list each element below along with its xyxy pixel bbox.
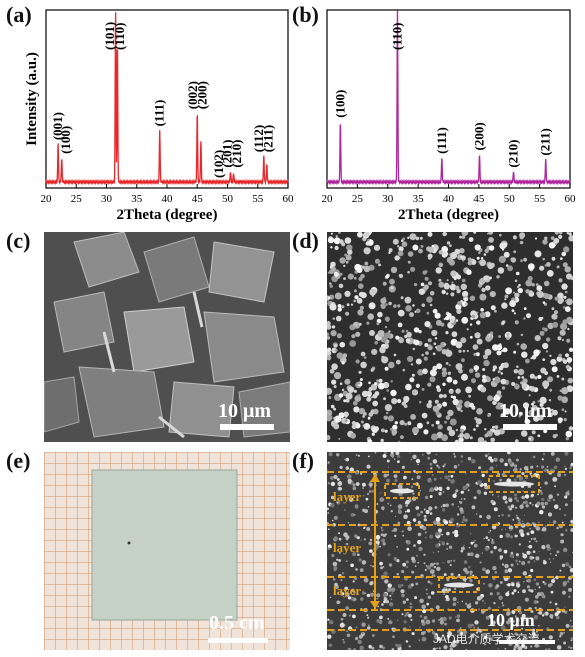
panel-label-e: (e) — [6, 448, 31, 473]
chart-a-tick-label: 25 — [71, 193, 83, 205]
platelet-highlight-box — [488, 475, 540, 493]
chart-a-tick-label: 60 — [283, 193, 295, 205]
chart-b-peak-annotation: (100) — [332, 90, 347, 118]
chart-b-tick-label: 35 — [413, 193, 425, 205]
chart-a-peak-annotation: (111) — [152, 100, 167, 127]
layer-label-1: layer — [333, 489, 362, 504]
xrd-chart-b: 20 25 30 35 40 45 50 55 60 2Theta (degree) (100) (1… — [322, 9, 577, 223]
chart-b-tick-label: 25 — [352, 193, 364, 205]
graph-paper-grid — [44, 452, 290, 650]
watermark-text: JAD电介质学术交流 — [433, 632, 540, 646]
particle-texture — [327, 232, 573, 442]
chart-b-tick-label: 30 — [382, 193, 394, 205]
chart-b-peak-annotation: (210) — [506, 140, 521, 168]
chart-a-peak-annotation: (110) — [112, 23, 127, 50]
chart-a-x-axis-label: 2Theta (degree) — [117, 207, 218, 223]
ceramic-sample — [91, 469, 238, 621]
chart-b-peak-annotation: (111) — [434, 127, 449, 154]
chart-a-tick-label: 40 — [162, 193, 174, 205]
chart-a-peak-annotation: (102) — [211, 150, 226, 178]
scale-label-f: 10 μm — [487, 610, 535, 630]
chart-a-peak-annotation: (112) — [251, 125, 266, 152]
chart-b-tick-label: 40 — [443, 193, 455, 205]
chart-a-tick-label: 20 — [41, 193, 53, 205]
chart-b-peak-annotation: (110) — [389, 23, 404, 50]
cross-section-texture — [327, 452, 573, 650]
panel-label-d: (d) — [292, 228, 319, 253]
panel-label-b: (b) — [292, 2, 319, 27]
xrd-panel-a: 20 25 30 35 40 45 50 55 60 2Theta (degree) Intensi… — [0, 0, 295, 230]
chart-b-xrd-line — [326, 10, 571, 186]
scale-label-d: 10 μm — [499, 400, 552, 422]
xrd-panel-b: 20 25 30 35 40 45 50 55 60 2Theta (degree) (100) (1… — [290, 0, 585, 230]
layer-label-3: layer — [333, 583, 362, 598]
sample-photo: 0.5 cm — [44, 452, 290, 650]
scale-bar-e — [208, 638, 268, 643]
chart-b-peak-annotation: (200) — [471, 122, 486, 150]
chart-a-peak-annotation: (201) — [220, 140, 235, 168]
platelet-texture — [44, 232, 290, 442]
chart-a-peak-annotation: (210) — [229, 140, 244, 168]
chart-b-tick-label: 45 — [473, 193, 485, 205]
chart-b-x-axis-label: 2Theta (degree) — [398, 207, 499, 223]
chart-b-tick-label: 60 — [565, 193, 577, 205]
chart-a-tick-label: 35 — [131, 193, 143, 205]
chart-a-tick-label: 55 — [252, 193, 264, 205]
chart-a-peak-annotation: (101) — [102, 22, 117, 50]
chart-a-peak-annotation: (100) — [58, 126, 73, 154]
scale-bar-c — [220, 424, 274, 430]
sem-image-platelets: 10 μm — [44, 232, 290, 442]
layer-label-2: layer — [333, 540, 362, 555]
chart-a-tick-label: 45 — [192, 193, 204, 205]
panel-label-f: (f) — [292, 448, 314, 473]
scale-bar-d — [503, 424, 557, 430]
scale-label-c: 10 μm — [218, 400, 271, 422]
platelet-highlight-box — [438, 577, 480, 593]
panel-label-a: (a) — [6, 2, 32, 27]
chart-b-frame — [326, 9, 571, 189]
chart-a-tick-label: 50 — [222, 193, 234, 205]
panel-label-c: (c) — [6, 228, 31, 253]
chart-a-tick-label: 30 — [101, 193, 113, 205]
sem-cross-section: layer layer layer 10 μm JAD电介质学术交流 — [327, 452, 573, 650]
xrd-chart-a: 20 25 30 35 40 45 50 55 60 2Theta (degree) Intensi… — [24, 9, 295, 223]
chart-b-peak-annotation: (211) — [538, 128, 553, 155]
chart-a-xrd-line — [45, 12, 289, 186]
chart-a-peak-annotation: (200) — [195, 81, 210, 109]
platelet-highlight-box — [384, 483, 420, 499]
sem-image-particles: 10 μm — [327, 232, 573, 442]
chart-a-y-axis-label: Intensity (a.u.) — [24, 52, 40, 146]
scale-label-e: 0.5 cm — [209, 612, 265, 634]
chart-b-tick-label: 20 — [322, 193, 334, 205]
scale-bar-f — [499, 640, 555, 644]
chart-a-frame — [45, 9, 289, 189]
chart-b-tick-label: 50 — [504, 193, 516, 205]
chart-a-peak-annotation: (001) — [50, 112, 65, 140]
chart-a-peak-annotation: (211) — [261, 125, 276, 152]
chart-a-peak-annotation: (002) — [185, 81, 200, 109]
chart-b-tick-label: 55 — [534, 193, 546, 205]
